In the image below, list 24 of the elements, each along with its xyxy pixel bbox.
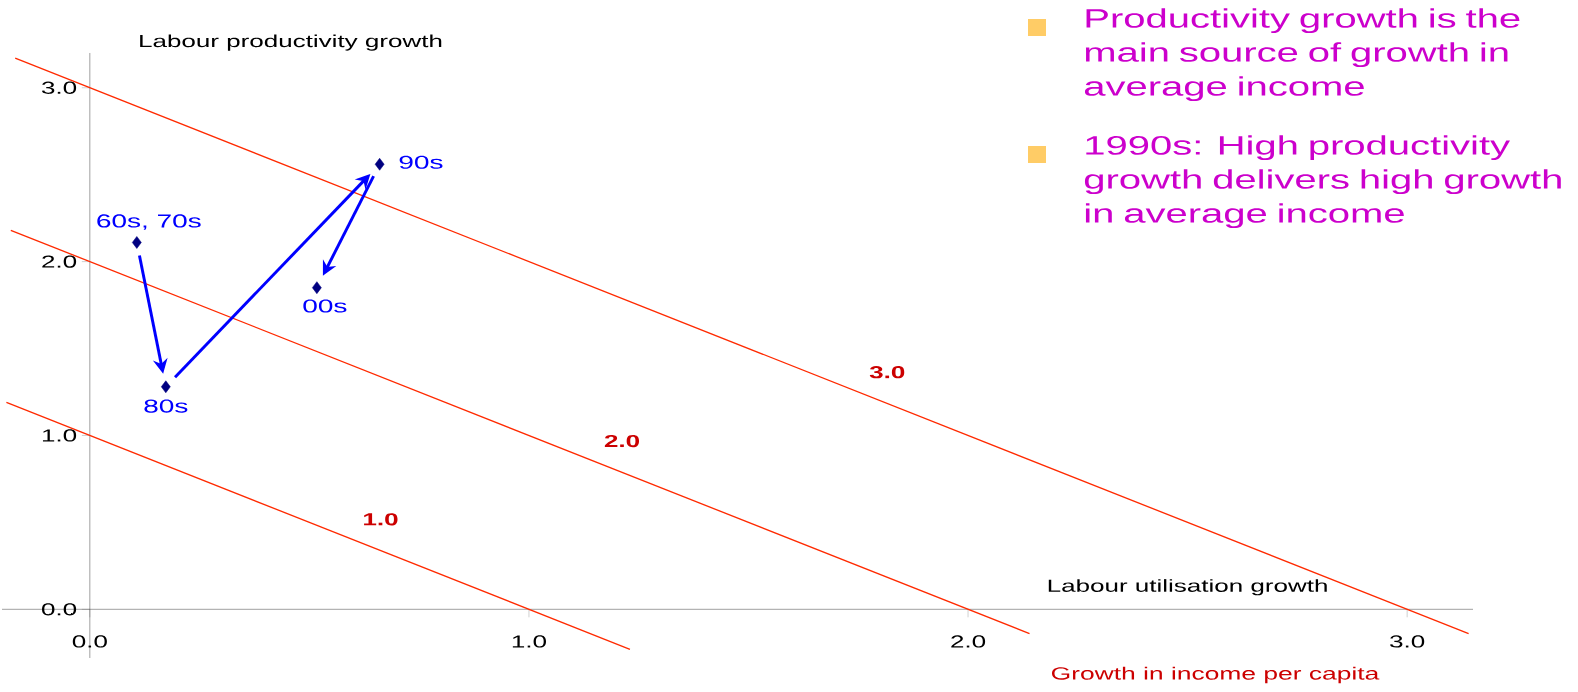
x-tick-label: 1.0: [512, 635, 546, 648]
point: [132, 236, 142, 249]
annotation: 90s: [399, 155, 443, 169]
annotation: 00s: [303, 299, 347, 313]
series-label: 1.0: [364, 513, 398, 526]
annotation: 60s, 70s: [97, 214, 201, 230]
x-tick-label: 3.0: [1390, 635, 1425, 648]
x-tick-label: 0.0: [72, 635, 107, 648]
series-label: 3.0: [869, 366, 905, 379]
x-axis-title: Labour utilisation growth: [1048, 579, 1327, 596]
text: Growth in income per capita: [1051, 666, 1380, 684]
y-tick-label: 0.0: [42, 603, 77, 616]
series-label: 2.0: [604, 434, 640, 448]
annotation: 80s: [144, 399, 188, 413]
y-tick-label: 1.0: [42, 429, 77, 442]
point: [312, 281, 322, 294]
y-tick-label: 3.0: [41, 81, 77, 94]
y-tick-label: 2.0: [42, 255, 77, 268]
y-axis-title: Labour productivity growth: [140, 34, 442, 51]
point: [161, 380, 171, 394]
annotation: 1990s: High productivity growth delivers high growth in average income: [1084, 135, 1561, 229]
point: [374, 157, 385, 171]
x-tick-label: 2.0: [951, 635, 986, 648]
annotation: Productivity growth is the main source of growth in average income: [1084, 8, 1520, 102]
